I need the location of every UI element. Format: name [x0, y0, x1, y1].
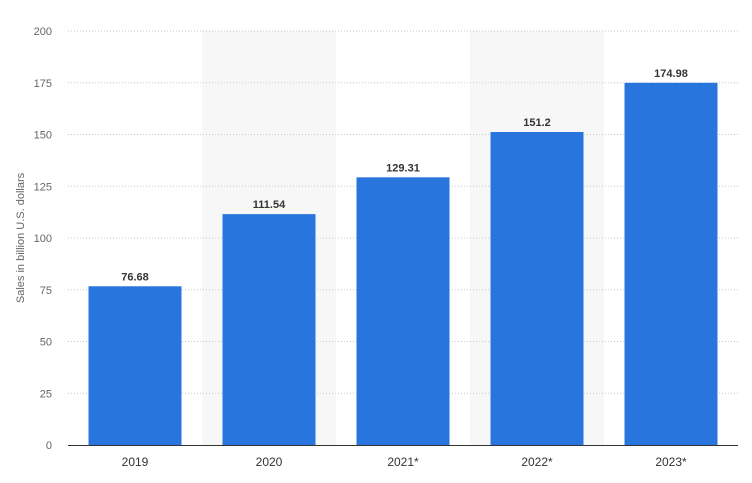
data-label: 151.2 [523, 117, 551, 129]
y-axis-ticks: 0 25 50 75 100 125 150 175 200 [34, 26, 52, 452]
x-tick-label: 2023* [655, 455, 687, 469]
y-axis-title: Sales in billion U.S. dollars [15, 172, 27, 303]
y-tick-label: 200 [34, 26, 52, 38]
x-axis-labels: 2019 2020 2021* 2022* 2023* [122, 455, 687, 469]
y-tick-label: 75 [40, 285, 52, 297]
bars [88, 82, 718, 446]
y-tick-label: 25 [40, 388, 52, 400]
bar [88, 286, 182, 445]
y-tick-label: 50 [40, 337, 52, 349]
bar [624, 82, 718, 446]
x-tick-label: 2019 [122, 455, 149, 469]
y-tick-label: 150 [34, 130, 52, 142]
x-tick-label: 2022* [521, 455, 553, 469]
data-label: 129.31 [386, 162, 420, 174]
bar [222, 214, 316, 445]
x-tick-label: 2021* [387, 455, 419, 469]
y-tick-label: 125 [34, 181, 52, 193]
bar [490, 132, 584, 446]
data-label: 174.98 [654, 68, 688, 80]
x-tick-label: 2020 [256, 455, 283, 469]
y-tick-label: 175 [34, 78, 52, 90]
y-tick-label: 0 [46, 440, 52, 452]
y-tick-label: 100 [34, 233, 52, 245]
data-label: 111.54 [253, 199, 286, 211]
data-label: 76.68 [121, 271, 149, 283]
data-labels: 76.68 111.54 129.31 151.2 174.98 [121, 68, 688, 283]
bar [356, 177, 450, 445]
